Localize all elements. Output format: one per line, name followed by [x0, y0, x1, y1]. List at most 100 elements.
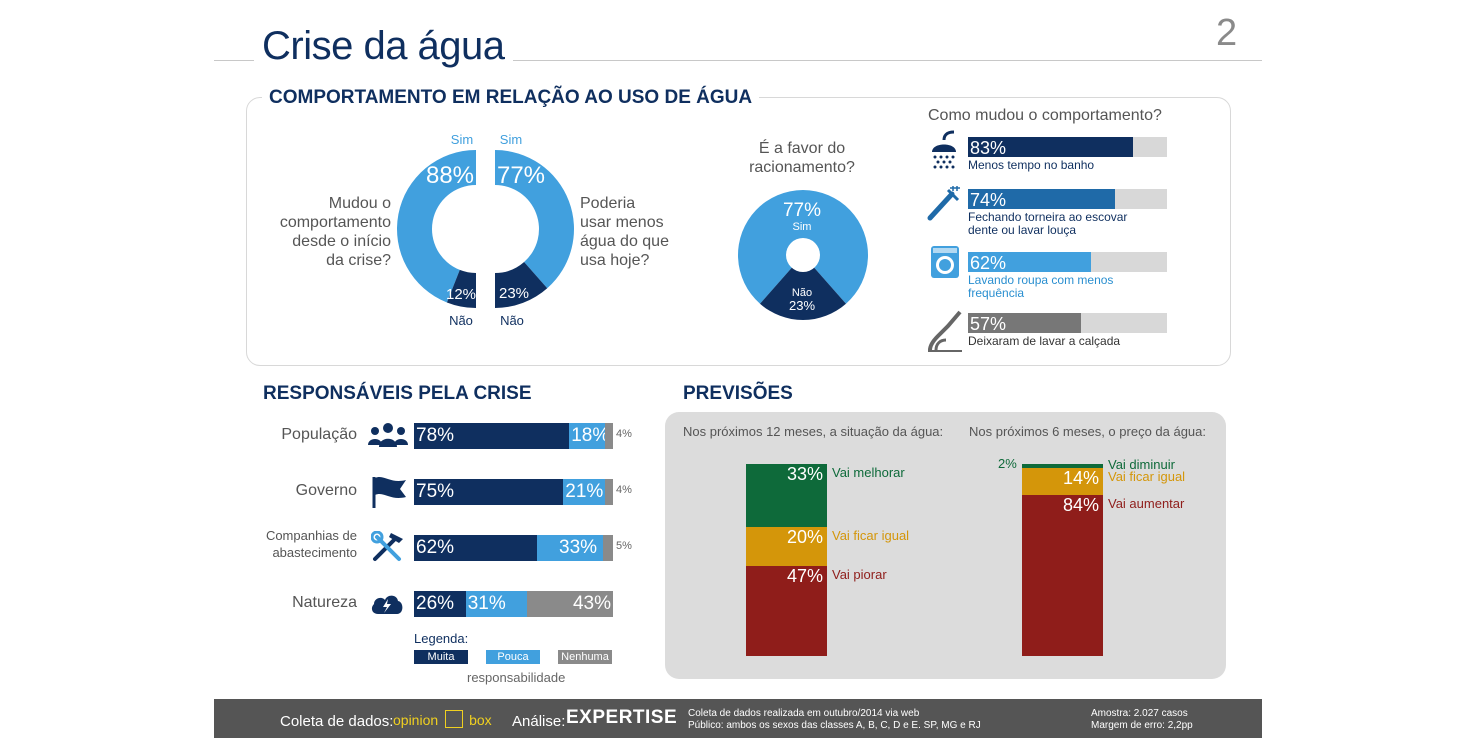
- responsible-nenhuma-pct: 4%: [616, 484, 632, 496]
- responsible-bar-pouca: 21%: [563, 479, 606, 505]
- donut2-yes-label: Sim: [500, 132, 522, 147]
- changes-title: Como mudou o comportamento?: [928, 107, 1162, 124]
- change-bar-pct: 83%: [970, 138, 1007, 158]
- question-line: Mudou o: [328, 195, 391, 212]
- forecast-segment-label: Vai melhorar: [832, 465, 905, 480]
- tools-icon: [371, 531, 403, 561]
- header-rule: [214, 60, 1262, 61]
- donut2-no-pct: 23%: [499, 285, 529, 302]
- donut1-yes-slice: [397, 150, 476, 303]
- forecast-segment-pct: 47%: [786, 565, 823, 586]
- forecast-segment-pct: 14%: [1062, 467, 1099, 488]
- toothbrush-icon: [927, 186, 960, 221]
- footer-bar: [214, 699, 1262, 738]
- forecast-segment: [1022, 467, 1103, 495]
- situation-question: Nos próximos 12 meses, a situação da águ…: [683, 424, 944, 439]
- question-line: usa hoje?: [580, 252, 650, 269]
- change-bar-fill: [968, 137, 1134, 157]
- people-icon: [368, 423, 408, 447]
- washing-machine-icon: [931, 246, 959, 278]
- donut1-question: Mudou o comportamento desde o início da …: [260, 194, 391, 270]
- donut2-yes-pct: 77%: [497, 162, 545, 189]
- change-bar-label: frequência: [968, 286, 1025, 300]
- rationing-no-pct: 23%: [789, 298, 815, 313]
- rationing-donut-hole: [786, 238, 820, 272]
- logo-box-square: [444, 710, 463, 728]
- footer-method-line1: Coleta de dados realizada em outubro/201…: [688, 708, 920, 719]
- responsible-bar-nenhuma: [605, 423, 613, 449]
- forecast-segment: [746, 464, 827, 528]
- page-number: 2: [1216, 12, 1238, 54]
- donut1-yes-label: Sim: [451, 132, 473, 147]
- change-bar-label: Lavando roupa com menos: [968, 273, 1114, 287]
- footer-analysis-label: Análise:: [512, 713, 566, 730]
- legend-nenhuma: Nenhuma: [558, 650, 612, 664]
- change-bar-pct: 74%: [970, 190, 1007, 210]
- forecast-segment-label: Vai piorar: [832, 566, 887, 582]
- flag-icon: [372, 477, 406, 508]
- rationing-no-label: Não: [792, 287, 812, 299]
- legend-footer: responsabilidade: [467, 670, 566, 685]
- responsible-bar-pouca: 18%: [569, 423, 606, 449]
- donut2-yes-slice: [495, 150, 574, 289]
- forecast-segment-label: Vai diminuir: [1108, 457, 1175, 472]
- donut2-no-label: Não: [500, 313, 524, 328]
- responsible-bar-pouca: 33%: [537, 535, 604, 561]
- responsible-bar-muita: 62%: [414, 535, 538, 561]
- forecast-segment: [1022, 494, 1103, 656]
- question-line: da crise?: [326, 252, 391, 269]
- responsible-row-label: Natureza: [292, 594, 357, 611]
- change-bar-fill: [968, 252, 1092, 272]
- opinion-box-logo: opinion box: [393, 710, 492, 730]
- responsible-row-label: Companhias de: [265, 528, 357, 543]
- storm-cloud-icon: [371, 595, 403, 614]
- donut1-no-label: Não: [449, 313, 473, 328]
- change-bar-fill: [968, 189, 1116, 209]
- responsible-bar-pouca: 31%: [465, 591, 528, 617]
- donut1-yes-pct: 88%: [426, 162, 474, 189]
- donut2-no-slice: [495, 262, 548, 308]
- rationing-no-slice: [760, 255, 846, 320]
- responsible-bar-nenhuma: [603, 535, 613, 561]
- rationing-donut: 77% Sim Não 23%: [738, 190, 868, 320]
- change-bar-pct: 62%: [970, 253, 1007, 273]
- opinion-box-logo-left: opinion: [393, 712, 439, 728]
- responsible-nenhuma-pct: 4%: [616, 428, 632, 440]
- responsible-section-title: RESPONSÁVEIS PELA CRISE: [263, 383, 532, 404]
- shower-icon: [932, 130, 956, 169]
- footer-sample: Amostra: 2.027 casos: [1091, 708, 1188, 719]
- change-bar-pct: 57%: [970, 314, 1007, 334]
- forecast-segment-label: Vai ficar igual: [832, 528, 910, 544]
- change-bar-label: Deixaram de lavar a calçada: [968, 334, 1121, 348]
- change-bar-fill: [968, 313, 1082, 333]
- responsible-bar-muita: 26%: [414, 591, 466, 617]
- question-line: água do que: [580, 233, 669, 250]
- change-bar-label: Fechando torneira ao escovar: [968, 210, 1128, 224]
- forecast-segment-label: Vai aumentar: [1108, 495, 1185, 511]
- hose-icon: [928, 310, 962, 352]
- forecast-section-title: PREVISÕES: [683, 383, 793, 404]
- question-line: Poderia: [580, 195, 636, 212]
- donut1-no-pct: 12%: [446, 286, 476, 303]
- legend-pouca: Pouca: [486, 650, 540, 664]
- opinion-box-logo-right: box: [469, 712, 492, 728]
- forecast-segment-pct: 2%: [998, 456, 1017, 471]
- change-bar-label: Menos tempo no banho: [968, 158, 1095, 172]
- footer-method-line2: Público: ambos os sexos das classes A, B…: [688, 720, 981, 731]
- responsible-bar-nenhuma: [605, 479, 613, 505]
- question-line: racionamento?: [749, 159, 855, 176]
- page-title: Crise da água: [254, 24, 513, 69]
- donut2-question: Poderia usar menos água do que usa hoje?: [580, 194, 700, 270]
- question-line: desde o início: [292, 233, 391, 250]
- responsible-bar-nenhuma: 43%: [527, 591, 613, 617]
- rationing-yes-pct: 77%: [783, 200, 821, 221]
- forecast-segment-pct: 33%: [786, 464, 823, 484]
- responsible-row-label: População: [281, 426, 357, 443]
- question-line: É a favor do: [758, 140, 846, 157]
- legend-muita: Muita: [414, 650, 468, 664]
- responsible-row-label: abastecimento: [272, 545, 357, 560]
- forecast-segment-pct: 20%: [786, 527, 823, 548]
- behavior-section-title: COMPORTAMENTO EM RELAÇÃO AO USO DE ÁGUA: [262, 87, 760, 109]
- question-line: usar menos: [580, 214, 664, 231]
- rationing-yes-label: Sim: [793, 221, 812, 233]
